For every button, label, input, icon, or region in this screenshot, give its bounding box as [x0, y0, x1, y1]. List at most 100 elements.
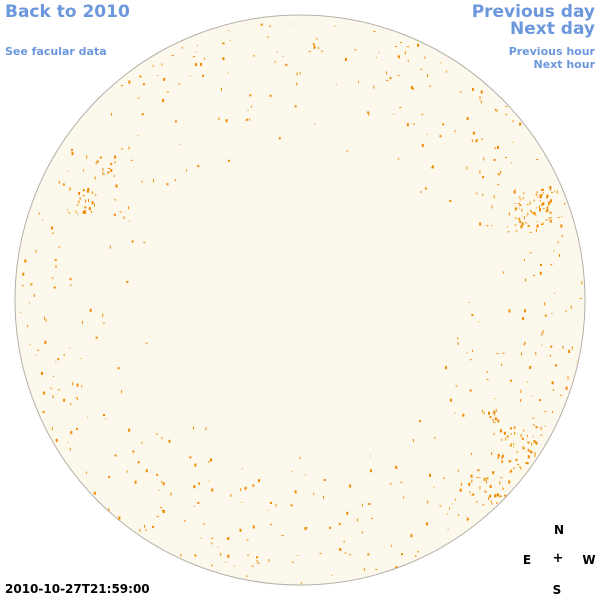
facula-point	[514, 207, 517, 211]
see-facular-data-link[interactable]: See facular data	[5, 45, 107, 58]
facula-point	[493, 158, 496, 161]
facula-point	[496, 109, 498, 113]
facula-point	[86, 189, 89, 193]
facula-point	[102, 167, 104, 171]
facula-point	[551, 313, 553, 315]
facula-point	[51, 427, 53, 431]
facula-point	[512, 120, 515, 122]
facula-point	[198, 482, 200, 485]
facula-point	[534, 452, 536, 456]
facula-point	[291, 561, 294, 563]
facula-point	[502, 488, 504, 490]
facula-point	[472, 349, 473, 352]
facula-point	[516, 450, 518, 453]
facula-point	[397, 158, 400, 160]
facula-point	[218, 117, 220, 121]
facula-point	[549, 211, 552, 214]
facula-point	[541, 193, 543, 196]
facula-point	[561, 234, 563, 237]
facula-point	[227, 537, 230, 540]
facula-point	[208, 480, 210, 482]
facula-point	[84, 206, 87, 209]
next-day-link[interactable]: Next day	[510, 19, 595, 39]
facula-point	[69, 347, 71, 349]
facula-point	[395, 566, 398, 569]
facula-point	[400, 42, 402, 43]
facula-point	[481, 138, 483, 140]
facula-point	[451, 503, 453, 505]
facula-point	[140, 442, 143, 444]
facula-point	[542, 224, 543, 225]
facula-point	[291, 470, 293, 472]
facula-point	[294, 490, 297, 494]
facula-point	[91, 201, 94, 205]
facula-point	[514, 217, 517, 219]
facula-point	[363, 568, 365, 571]
facula-point	[256, 559, 258, 563]
back-to-year-link[interactable]: Back to 2010	[5, 2, 130, 22]
facula-point	[475, 501, 478, 503]
facula-point	[222, 42, 225, 45]
facula-point	[87, 416, 89, 418]
facula-point	[269, 94, 272, 97]
facula-point	[397, 55, 400, 59]
facula-point	[68, 211, 70, 214]
facula-point	[555, 364, 557, 367]
facula-point	[137, 97, 140, 99]
facula-point	[442, 123, 445, 126]
facula-point	[537, 196, 539, 198]
facula-point	[502, 271, 504, 274]
facula-point	[525, 278, 526, 282]
facula-point	[531, 442, 533, 446]
previous-day-link[interactable]: Previous day	[471, 2, 595, 22]
facula-point	[53, 375, 54, 377]
facula-point	[513, 446, 515, 448]
facula-point	[527, 225, 530, 227]
facula-point	[227, 72, 229, 74]
facula-point	[308, 51, 311, 52]
facula-point	[551, 381, 554, 385]
facula-point	[532, 424, 535, 426]
facula-point	[75, 428, 78, 430]
facula-point	[513, 426, 516, 429]
facula-point	[526, 215, 528, 217]
facula-point	[20, 311, 21, 313]
facula-point	[211, 488, 214, 492]
facula-point	[459, 488, 462, 492]
facula-point	[178, 83, 181, 85]
facula-point	[115, 184, 118, 188]
facula-point	[496, 502, 498, 504]
facula-point	[485, 491, 487, 493]
facula-point	[541, 194, 542, 198]
facula-point	[67, 441, 69, 443]
facula-point	[470, 452, 472, 455]
facula-point	[233, 565, 235, 567]
facula-point	[568, 349, 571, 353]
facula-point	[197, 165, 200, 168]
facula-point	[300, 582, 302, 585]
facula-point	[358, 81, 359, 84]
facula-point	[335, 84, 337, 86]
facula-point	[497, 456, 499, 460]
facula-point	[85, 471, 87, 474]
facula-point	[513, 190, 516, 194]
facula-point	[397, 74, 400, 76]
facula-point	[546, 206, 548, 210]
facula-point	[497, 453, 500, 457]
facula-point	[29, 344, 31, 346]
facula-point	[514, 224, 517, 226]
facula-point	[186, 169, 187, 172]
facula-point	[373, 31, 376, 32]
facula-point	[526, 434, 528, 437]
facula-point	[93, 203, 95, 207]
facula-point	[84, 210, 86, 214]
facula-point	[468, 302, 470, 303]
facula-point	[517, 463, 520, 465]
facula-point	[546, 194, 549, 197]
facula-point	[476, 477, 479, 478]
facula-point	[536, 194, 538, 196]
previous-hour-link[interactable]: Previous hour	[508, 45, 595, 58]
next-hour-link[interactable]: Next hour	[533, 58, 596, 71]
facula-point	[531, 212, 534, 214]
facula-point	[542, 208, 545, 210]
